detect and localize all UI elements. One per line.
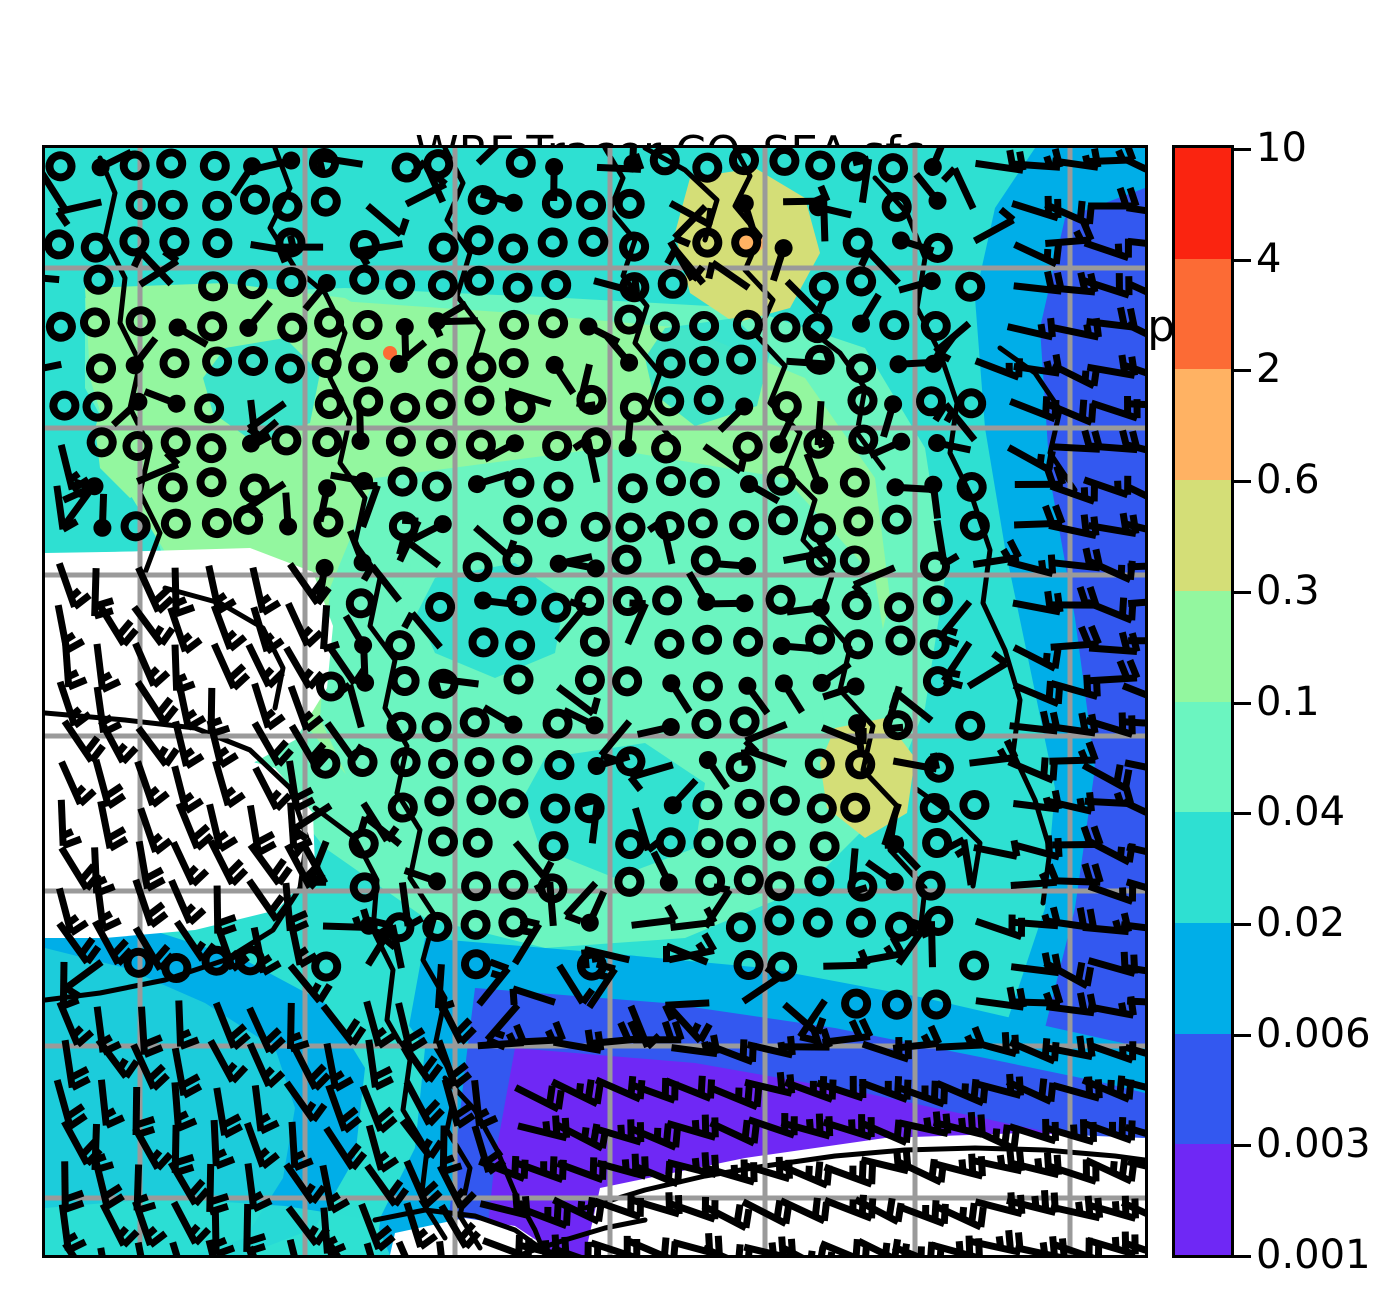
colorbar-tick-label: 0.3: [1256, 567, 1320, 614]
colorbar-tick-label: 0.04: [1256, 789, 1346, 836]
colorbar-tick-label: 2: [1256, 346, 1282, 393]
colorbar-tick: [1234, 922, 1251, 926]
colorbar-tick-label: 0.001: [1256, 1232, 1371, 1278]
map-plot-axes[interactable]: [42, 145, 1148, 1258]
colorbar-tick: [1234, 812, 1251, 816]
colorbar-tick-label: 4: [1256, 235, 1282, 282]
colorbar-tick: [1234, 258, 1251, 262]
colorbar-tick-labels: 10 4 2 0.6 0.3 0.1 0.04 0.02 0.006 0.003 0.001: [1256, 128, 1400, 1275]
colorbar-band: [1175, 369, 1231, 481]
colorbar-tick: [1234, 1144, 1251, 1148]
colorbar-band: [1175, 812, 1231, 924]
map-plot-inner: [45, 148, 1145, 1255]
colorbar-tick: [1234, 1255, 1251, 1258]
colorbar-tick: [1234, 590, 1251, 594]
colorbar[interactable]: [1172, 145, 1234, 1258]
colorbar-ticks: [1234, 145, 1258, 1258]
colorbar-band: [1175, 258, 1231, 370]
colorbar-tick-label: 10: [1256, 125, 1307, 171]
colorbar-band: [1175, 1033, 1231, 1145]
colorbar-band: [1175, 480, 1231, 592]
colorbar-band: [1175, 922, 1231, 1035]
colorbar-band: [1175, 1144, 1231, 1255]
colorbar-band: [1175, 590, 1231, 703]
colorbar-tick: [1234, 148, 1251, 151]
colorbar-band: [1175, 148, 1231, 260]
colorbar-tick-label: 0.003: [1256, 1121, 1371, 1168]
colorbar-tick: [1234, 480, 1251, 484]
colorbar-tick: [1234, 369, 1251, 373]
colorbar-tick-label: 0.02: [1256, 899, 1346, 946]
tracer-concentration-map: [45, 148, 1145, 1255]
colorbar-tick-label: 0.1: [1256, 678, 1320, 725]
colorbar-tick-label: 0.006: [1256, 1010, 1371, 1057]
colorbar-tick-label: 0.6: [1256, 457, 1320, 504]
colorbar-band: [1175, 701, 1231, 813]
colorbar-tick: [1234, 1033, 1251, 1037]
colorbar-tick: [1234, 701, 1251, 705]
